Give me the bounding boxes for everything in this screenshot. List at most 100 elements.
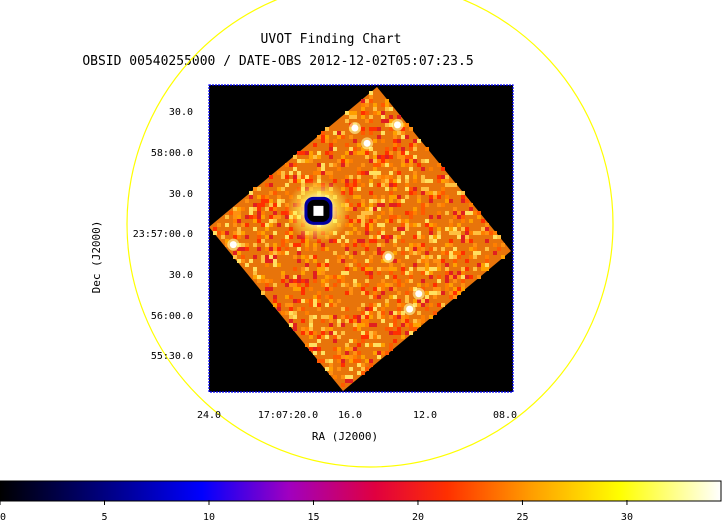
pixel bbox=[417, 259, 421, 263]
pixel bbox=[413, 207, 417, 211]
pixel bbox=[321, 171, 325, 175]
pixel bbox=[297, 151, 301, 155]
pixel bbox=[233, 251, 237, 255]
pixel bbox=[233, 219, 237, 223]
pixel bbox=[401, 271, 405, 275]
pixel bbox=[349, 263, 353, 267]
pixel bbox=[325, 151, 329, 155]
pixel bbox=[273, 255, 277, 259]
pixel bbox=[377, 183, 381, 187]
pixel bbox=[245, 263, 249, 267]
pixel bbox=[313, 315, 317, 319]
pixel bbox=[441, 187, 445, 191]
pixel bbox=[453, 183, 457, 187]
pixel bbox=[469, 207, 473, 211]
pixel bbox=[393, 279, 397, 283]
pixel bbox=[389, 311, 393, 315]
pixel bbox=[269, 183, 273, 187]
pixel bbox=[441, 191, 445, 195]
pixel bbox=[377, 127, 381, 131]
pixel bbox=[401, 283, 405, 287]
pixel bbox=[405, 123, 409, 127]
pixel bbox=[405, 299, 409, 303]
pixel bbox=[373, 251, 377, 255]
pixel bbox=[305, 327, 309, 331]
pixel bbox=[345, 175, 349, 179]
pixel bbox=[425, 263, 429, 267]
pixel bbox=[337, 359, 341, 363]
pixel bbox=[281, 211, 285, 215]
pixel bbox=[445, 275, 449, 279]
pixel bbox=[381, 155, 385, 159]
pixel bbox=[341, 363, 345, 367]
pixel bbox=[333, 331, 337, 335]
pixel bbox=[309, 159, 313, 163]
pixel bbox=[297, 243, 301, 247]
pixel bbox=[309, 331, 313, 335]
pixel bbox=[457, 215, 461, 219]
pixel bbox=[281, 239, 285, 243]
pixel bbox=[393, 331, 397, 335]
pixel bbox=[329, 275, 333, 279]
pixel bbox=[393, 267, 397, 271]
pixel bbox=[353, 327, 357, 331]
pixel bbox=[257, 211, 261, 215]
pixel bbox=[369, 159, 373, 163]
pixel bbox=[469, 275, 473, 279]
pixel bbox=[401, 323, 405, 327]
pixel bbox=[413, 147, 417, 151]
pixel bbox=[329, 171, 333, 175]
pixel bbox=[409, 155, 413, 159]
pixel bbox=[349, 347, 353, 351]
pixel bbox=[377, 251, 381, 255]
pixel bbox=[313, 259, 317, 263]
pixel bbox=[405, 155, 409, 159]
pixel bbox=[225, 215, 229, 219]
pixel bbox=[449, 271, 453, 275]
pixel bbox=[313, 171, 317, 175]
pixel bbox=[293, 243, 297, 247]
pixel bbox=[321, 139, 325, 143]
pixel bbox=[349, 287, 353, 291]
y-tick-label: 23:57:00.0 bbox=[133, 229, 193, 240]
pixel bbox=[401, 311, 405, 315]
pixel bbox=[373, 295, 377, 299]
pixel bbox=[485, 267, 489, 271]
pixel bbox=[285, 215, 289, 219]
pixel bbox=[393, 251, 397, 255]
pixel bbox=[401, 223, 405, 227]
chart-title: UVOT Finding Chart bbox=[261, 32, 402, 47]
pixel bbox=[429, 303, 433, 307]
bright-source-center bbox=[313, 205, 324, 216]
pixel bbox=[349, 135, 353, 139]
pixel bbox=[301, 255, 305, 259]
pixel bbox=[473, 231, 477, 235]
pixel bbox=[353, 115, 357, 119]
pixel bbox=[285, 251, 289, 255]
pixel bbox=[413, 143, 417, 147]
pixel bbox=[293, 267, 297, 271]
pixel bbox=[437, 211, 441, 215]
pixel bbox=[325, 139, 329, 143]
pixel bbox=[377, 243, 381, 247]
pixel bbox=[377, 355, 381, 359]
pixel bbox=[433, 267, 437, 271]
pixel bbox=[333, 239, 337, 243]
pixel bbox=[297, 179, 301, 183]
pixel bbox=[457, 191, 461, 195]
pixel bbox=[305, 243, 309, 247]
pixel bbox=[277, 307, 281, 311]
pixel bbox=[249, 195, 253, 199]
pixel bbox=[345, 379, 349, 383]
pixel bbox=[497, 235, 501, 239]
pixel bbox=[353, 359, 357, 363]
pixel bbox=[317, 135, 321, 139]
pixel bbox=[429, 235, 433, 239]
pixel bbox=[465, 267, 469, 271]
pixel bbox=[417, 163, 421, 167]
pixel bbox=[253, 227, 257, 231]
pixel bbox=[401, 251, 405, 255]
pixel bbox=[325, 171, 329, 175]
pixel bbox=[337, 335, 341, 339]
pixel bbox=[369, 183, 373, 187]
